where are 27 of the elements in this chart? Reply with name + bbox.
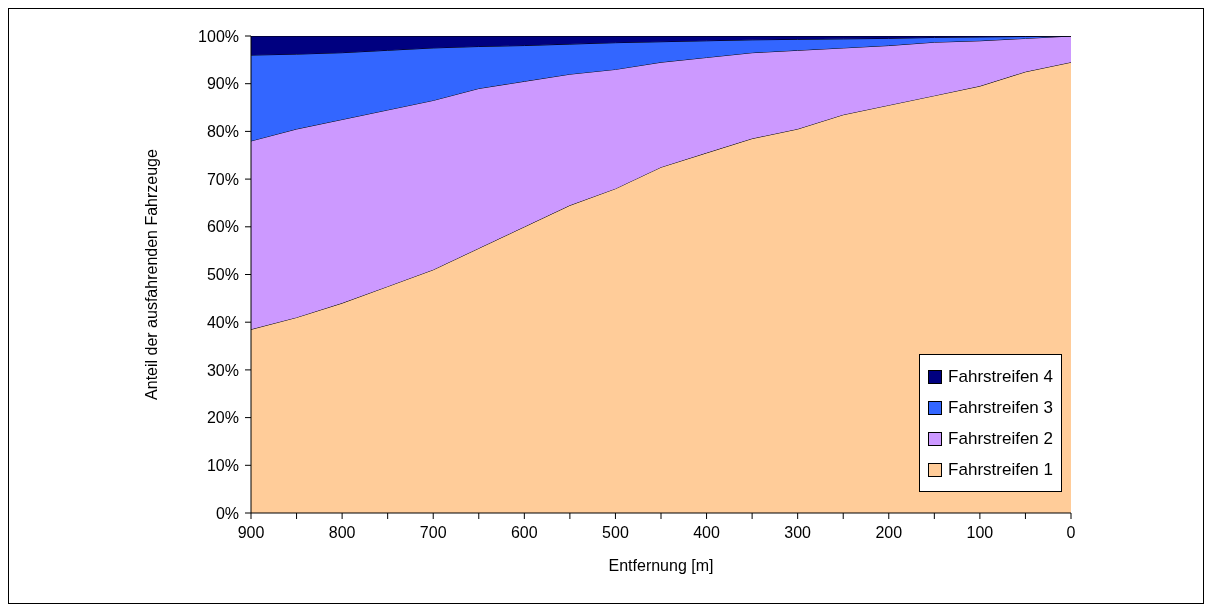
y-tick-label: 100% bbox=[198, 27, 239, 45]
y-tick-label: 80% bbox=[206, 123, 239, 141]
y-tick-label: 0% bbox=[215, 504, 239, 522]
legend-label: Fahrstreifen 2 bbox=[948, 428, 1053, 449]
y-tick-label: 10% bbox=[206, 456, 239, 474]
y-tick-label: 90% bbox=[206, 75, 239, 93]
x-tick-label: 100 bbox=[966, 524, 994, 542]
y-tick-label: 60% bbox=[206, 218, 239, 236]
x-tick-label: 300 bbox=[784, 524, 812, 542]
x-axis-title: Entfernung [m] bbox=[608, 557, 714, 574]
y-tick-label: 20% bbox=[206, 409, 239, 427]
x-tick-label: 800 bbox=[328, 524, 356, 542]
y-tick-label: 70% bbox=[206, 170, 239, 188]
y-axis-title: Anteil der ausfahrenden Fahrzeuge bbox=[142, 148, 160, 400]
x-tick-label: 700 bbox=[419, 524, 447, 542]
x-tick-label: 900 bbox=[237, 524, 265, 542]
x-tick-label: 600 bbox=[510, 524, 538, 542]
x-tick-label: 0 bbox=[1066, 524, 1076, 542]
y-tick-label: 50% bbox=[206, 266, 239, 284]
x-tick-label: 200 bbox=[875, 524, 903, 542]
legend-label: Fahrstreifen 1 bbox=[948, 459, 1053, 480]
y-tick-label: 30% bbox=[206, 361, 239, 379]
legend-label: Fahrstreifen 4 bbox=[948, 366, 1053, 387]
legend-label: Fahrstreifen 3 bbox=[948, 397, 1053, 418]
x-tick-label: 500 bbox=[602, 524, 629, 542]
x-tick-label: 400 bbox=[693, 524, 720, 542]
y-tick-label: 40% bbox=[206, 313, 239, 331]
